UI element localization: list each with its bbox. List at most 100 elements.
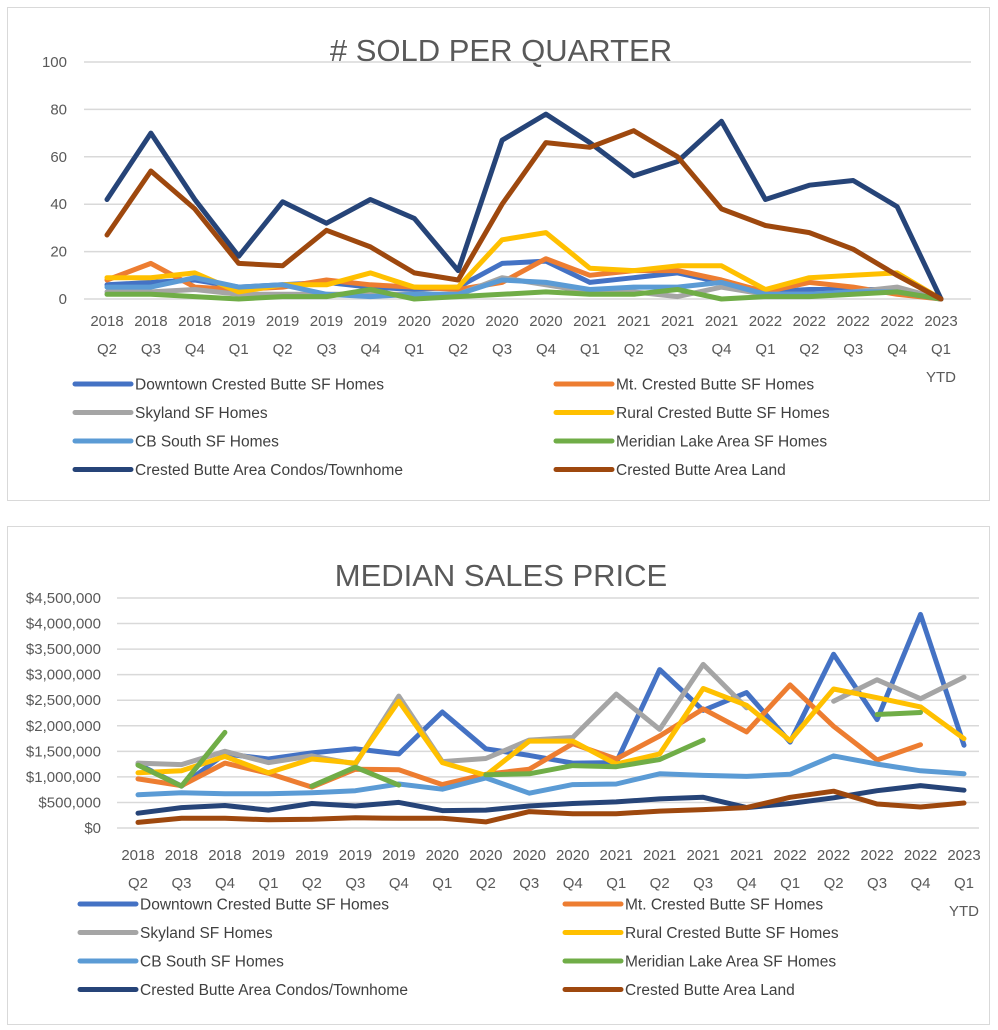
x-tick-label: YTD	[926, 369, 956, 386]
legend-label: Meridian Lake Area SF Homes	[616, 434, 827, 451]
x-tick-label: 2020	[398, 313, 431, 330]
x-tick-label: Q2	[799, 341, 819, 358]
series-line-crested-butte-area-condos-townhome	[104, 111, 944, 302]
x-tick-label: 2019	[252, 847, 285, 864]
x-tick-label: 2020	[485, 313, 518, 330]
x-tick-label: 2019	[382, 847, 415, 864]
x-tick-label: Q1	[229, 341, 249, 358]
y-tick-label: $3,500,000	[26, 641, 101, 658]
x-tick-label: 2020	[469, 847, 502, 864]
series-line-rural-crested-butte-sf-homes	[135, 686, 967, 778]
x-tick-label: 2022	[793, 313, 826, 330]
x-tick-label: Q4	[389, 875, 409, 892]
legend-label: CB South SF Homes	[135, 434, 279, 451]
x-tick-label: Q1	[580, 341, 600, 358]
x-tick-label: 2021	[661, 313, 694, 330]
x-tick-label: Q2	[97, 341, 117, 358]
x-tick-label: 2023	[947, 847, 980, 864]
legend-label: CB South SF Homes	[140, 954, 284, 971]
x-tick-label: Q3	[141, 341, 161, 358]
series-line-meridian-lake-area-sf-homes	[104, 287, 944, 302]
x-tick-label: 2019	[266, 313, 299, 330]
series-line-skyland-sf-homes	[135, 661, 967, 768]
legend-label: Skyland SF Homes	[135, 405, 268, 422]
x-tick-label: 2019	[339, 847, 372, 864]
x-tick-label: 2022	[817, 847, 850, 864]
legend-item-meridian-lake-area-sf-homes: Meridian Lake Area SF Homes	[562, 954, 836, 971]
legend-label: Crested Butte Area Condos/Townhome	[135, 462, 403, 479]
x-tick-label: Q4	[712, 341, 732, 358]
y-tick-label: $3,000,000	[26, 667, 101, 684]
y-tick-label: 60	[50, 149, 67, 166]
y-tick-label: $2,500,000	[26, 692, 101, 709]
legend-label: Meridian Lake Area SF Homes	[625, 954, 836, 971]
x-tick-label: Q3	[171, 875, 191, 892]
x-tick-label: 2022	[749, 313, 782, 330]
x-tick-label: Q4	[563, 875, 583, 892]
legend-label: Crested Butte Area Condos/Townhome	[140, 982, 408, 999]
x-tick-label: 2018	[121, 847, 154, 864]
x-tick-label: 2022	[860, 847, 893, 864]
legend-item-downtown-crested-butte-sf-homes: Downtown Crested Butte SF Homes	[77, 897, 389, 914]
x-tick-label: Q3	[519, 875, 539, 892]
legend-item-mt-crested-butte-sf-homes: Mt. Crested Butte SF Homes	[562, 897, 823, 914]
y-tick-label: 40	[50, 196, 67, 213]
x-tick-label: Q1	[755, 341, 775, 358]
y-tick-label: 80	[50, 101, 67, 118]
x-tick-label: 2021	[573, 313, 606, 330]
x-tick-label: 2021	[643, 847, 676, 864]
legend-label: Downtown Crested Butte SF Homes	[135, 377, 384, 394]
x-tick-label: Q4	[536, 341, 556, 358]
legend-item-rural-crested-butte-sf-homes: Rural Crested Butte SF Homes	[562, 925, 839, 942]
x-tick-label: Q2	[624, 341, 644, 358]
series-line-crested-butte-area-condos-townhome	[135, 783, 967, 816]
x-tick-label: Q1	[432, 875, 452, 892]
x-tick-label: Q3	[693, 875, 713, 892]
x-tick-label: Q3	[867, 875, 887, 892]
x-tick-label: 2018	[165, 847, 198, 864]
y-tick-label: $1,000,000	[26, 769, 101, 786]
x-tick-label: Q2	[302, 875, 322, 892]
legend-item-crested-butte-area-land: Crested Butte Area Land	[562, 982, 795, 999]
legend-label: Mt. Crested Butte SF Homes	[625, 897, 823, 914]
x-tick-label: Q3	[843, 341, 863, 358]
x-tick-label: 2020	[441, 313, 474, 330]
x-tick-label: Q3	[668, 341, 688, 358]
x-tick-label: Q3	[316, 341, 336, 358]
x-tick-label: 2022	[880, 313, 913, 330]
y-tick-label: 100	[42, 54, 67, 71]
legend-label: Downtown Crested Butte SF Homes	[140, 897, 389, 914]
series-line-meridian-lake-area-sf-homes	[135, 710, 923, 789]
x-tick-label: Q1	[258, 875, 278, 892]
median-sales-price-chart: MEDIAN SALES PRICE $0 $500,000 $1,000,000 $…	[7, 526, 990, 1025]
x-tick-label: Q1	[404, 341, 424, 358]
x-tick-label: Q3	[492, 341, 512, 358]
x-tick-label: 2020	[529, 313, 562, 330]
x-tick-label: YTD	[949, 903, 979, 920]
legend-item-skyland-sf-homes: Skyland SF Homes	[77, 925, 273, 942]
x-tick-label: Q2	[824, 875, 844, 892]
x-tick-label: 2021	[705, 313, 738, 330]
x-tick-label: Q4	[185, 341, 205, 358]
y-tick-label: 20	[50, 244, 67, 261]
x-tick-label: 2018	[134, 313, 167, 330]
legend-label: Skyland SF Homes	[140, 925, 273, 942]
series-line-crested-butte-area-land	[135, 788, 967, 825]
y-tick-label: $4,500,000	[26, 590, 101, 607]
x-tick-label: Q2	[128, 875, 148, 892]
series-line-crested-butte-area-land	[104, 128, 944, 302]
y-tick-label: $1,500,000	[26, 743, 101, 760]
legend-label: Crested Butte Area Land	[616, 462, 786, 479]
series-line-cb-south-sf-homes	[135, 753, 967, 798]
legend-label: Rural Crested Butte SF Homes	[625, 925, 839, 942]
x-tick-label: 2020	[556, 847, 589, 864]
x-tick-label: 2018	[90, 313, 123, 330]
y-tick-label: $4,000,000	[26, 616, 101, 633]
x-tick-label: Q1	[780, 875, 800, 892]
x-tick-label: 2018	[208, 847, 241, 864]
x-tick-label: 2022	[904, 847, 937, 864]
x-tick-label: 2019	[310, 313, 343, 330]
y-tick-label: 0	[59, 291, 67, 308]
x-tick-label: 2018	[178, 313, 211, 330]
